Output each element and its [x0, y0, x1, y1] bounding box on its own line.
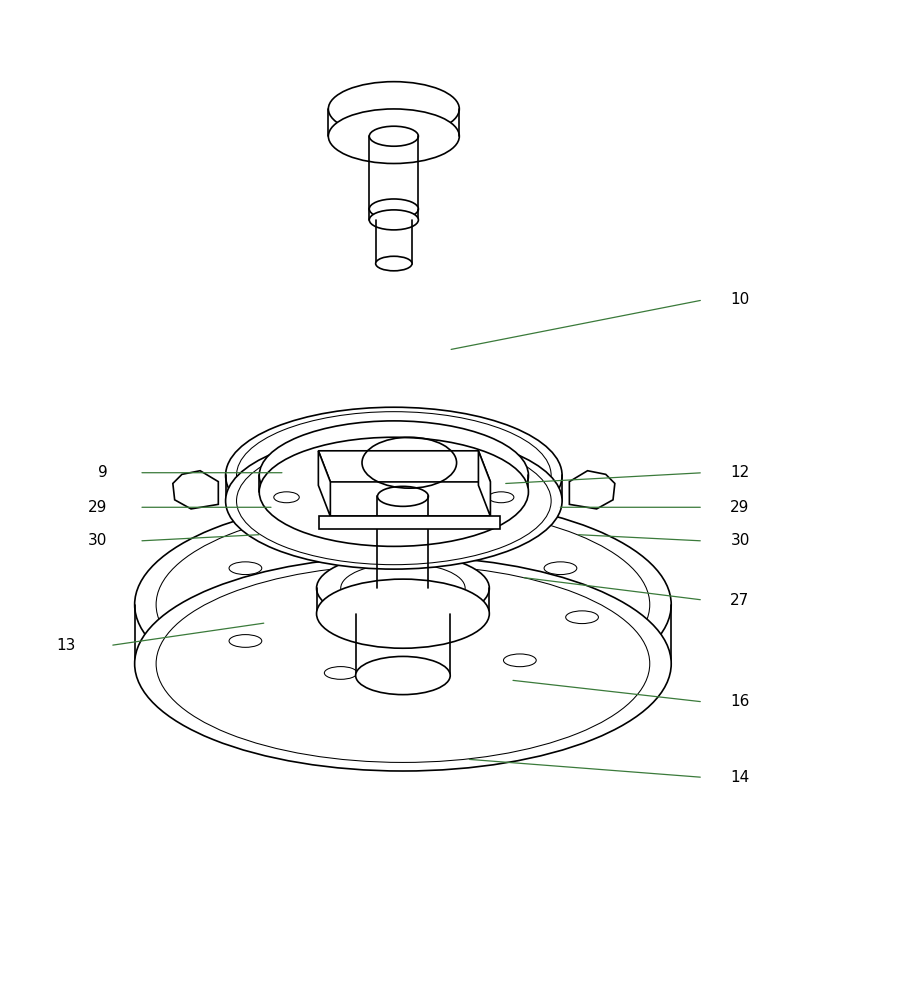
Text: 12: 12 — [730, 465, 749, 480]
Ellipse shape — [489, 492, 514, 503]
Ellipse shape — [259, 437, 529, 546]
Ellipse shape — [317, 579, 490, 648]
Ellipse shape — [503, 654, 536, 667]
Text: 29: 29 — [730, 500, 749, 515]
Ellipse shape — [226, 433, 562, 569]
Text: 10: 10 — [730, 292, 749, 307]
Text: 9: 9 — [98, 465, 107, 480]
Polygon shape — [319, 516, 500, 529]
Ellipse shape — [328, 109, 459, 164]
Ellipse shape — [378, 486, 428, 506]
Polygon shape — [318, 451, 490, 482]
Ellipse shape — [317, 554, 490, 623]
Polygon shape — [569, 471, 615, 509]
Text: 30: 30 — [88, 533, 107, 548]
Polygon shape — [173, 471, 219, 509]
Ellipse shape — [544, 562, 576, 575]
Ellipse shape — [565, 611, 598, 624]
Ellipse shape — [229, 562, 262, 575]
Ellipse shape — [135, 497, 672, 712]
Ellipse shape — [370, 199, 418, 219]
Text: 30: 30 — [730, 533, 749, 548]
Ellipse shape — [135, 556, 672, 771]
Ellipse shape — [226, 407, 562, 544]
Ellipse shape — [324, 530, 357, 543]
Text: 13: 13 — [56, 638, 76, 653]
Ellipse shape — [229, 635, 262, 647]
Text: 16: 16 — [730, 694, 749, 709]
Ellipse shape — [376, 256, 412, 271]
Ellipse shape — [259, 421, 529, 530]
Ellipse shape — [356, 656, 450, 695]
Ellipse shape — [370, 210, 418, 230]
Text: 27: 27 — [730, 593, 749, 608]
Ellipse shape — [328, 82, 459, 136]
Text: 14: 14 — [730, 770, 749, 785]
Ellipse shape — [448, 530, 481, 543]
Ellipse shape — [324, 667, 357, 679]
Ellipse shape — [274, 492, 299, 503]
Ellipse shape — [370, 126, 418, 146]
Text: 29: 29 — [88, 500, 107, 515]
Polygon shape — [318, 451, 330, 516]
Polygon shape — [479, 451, 490, 516]
